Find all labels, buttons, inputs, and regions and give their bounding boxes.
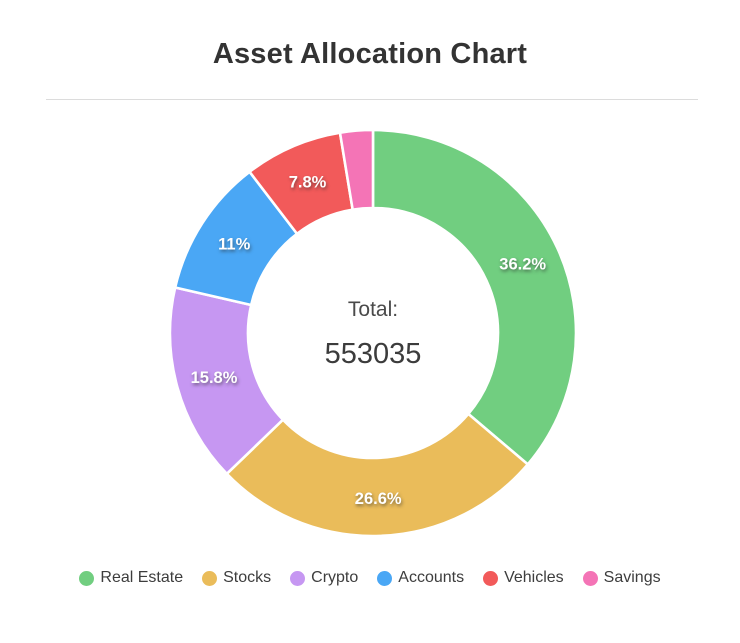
- donut-segments: [168, 128, 578, 538]
- legend-swatch-accounts-icon: [377, 570, 393, 586]
- divider: [46, 99, 698, 100]
- segment-real-estate[interactable]: [371, 128, 578, 466]
- segment-savings[interactable]: [338, 128, 375, 211]
- legend-item-stocks[interactable]: Stocks: [202, 569, 271, 587]
- legend-item-crypto[interactable]: Crypto: [290, 569, 358, 587]
- segment-stocks[interactable]: [225, 412, 530, 538]
- legend-label-savings: Savings: [603, 569, 661, 586]
- chart-area: 36.2% 26.6% 15.8% 11% 7.8% Total: 553035: [0, 102, 740, 562]
- chart-legend: Real Estate Stocks Crypto Accounts Vehicles S…: [0, 569, 740, 587]
- donut-chart: 36.2%26.6%15.8%11%7.8% Total: 553035: [168, 128, 578, 538]
- page-title: Asset Allocation Chart: [212, 38, 528, 70]
- legend-label-accounts: Accounts: [398, 569, 465, 586]
- legend-item-accounts[interactable]: Accounts: [377, 569, 464, 587]
- legend-label-stocks: Stocks: [223, 569, 272, 586]
- legend-label-vehicles: Vehicles: [504, 569, 564, 586]
- legend-label-crypto: Crypto: [311, 569, 359, 586]
- total-label: Total:: [348, 298, 398, 321]
- legend-label-real-estate: Real Estate: [100, 569, 184, 586]
- legend-swatch-real-estate-icon: [79, 570, 95, 586]
- legend-swatch-stocks-icon: [202, 570, 218, 586]
- legend-swatch-crypto-icon: [290, 570, 306, 586]
- total-value: 553035: [325, 338, 422, 370]
- legend-item-savings[interactable]: Savings: [582, 569, 661, 587]
- legend-swatch-savings-icon: [582, 570, 598, 586]
- legend-swatch-vehicles-icon: [483, 570, 499, 586]
- asset-allocation-card: Asset Allocation Chart 36.2% 26.6% 15.8% 11…: [0, 38, 740, 643]
- legend-item-vehicles[interactable]: Vehicles: [483, 569, 564, 587]
- legend-item-real-estate[interactable]: Real Estate: [79, 569, 183, 587]
